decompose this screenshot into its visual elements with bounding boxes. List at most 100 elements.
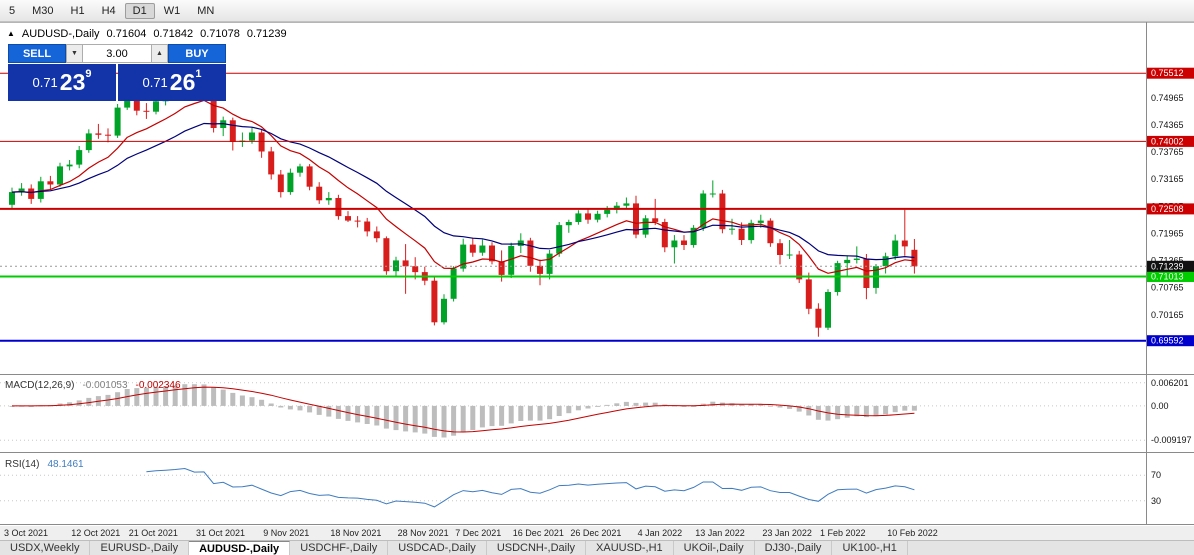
macd-histogram-bar <box>892 405 898 413</box>
symbol-tab-uk100[interactable]: UK100-,H1 <box>832 541 908 555</box>
macd-histogram-bar <box>748 404 754 406</box>
candle-body <box>671 240 678 248</box>
timeframe-button-d1[interactable]: D1 <box>124 2 155 19</box>
macd-histogram-bar <box>316 405 322 415</box>
timeframe-button-h1[interactable]: H1 <box>63 3 93 19</box>
candle-body <box>57 166 63 185</box>
macd-histogram-bar <box>172 385 178 406</box>
candle-body <box>882 256 889 267</box>
macd-histogram-bar <box>902 405 908 411</box>
macd-histogram-bar <box>460 405 466 433</box>
candle-body <box>825 292 831 328</box>
candle-body <box>575 213 582 222</box>
macd-histogram-bar <box>345 405 351 421</box>
symbol-tab-audusd[interactable]: AUDUSD-,Daily <box>189 541 291 555</box>
candle-body <box>66 164 73 167</box>
rsi-tick-label: 30 <box>1151 496 1161 506</box>
symbol-tab-ukoil[interactable]: UKOil-,Daily <box>673 541 755 555</box>
ohlc-open: 0.71604 <box>106 28 147 40</box>
date-label: 3 Oct 2021 <box>4 528 49 538</box>
candle-body <box>210 86 217 128</box>
candle-body <box>345 216 351 221</box>
macd-histogram-bar <box>873 405 879 417</box>
macd-histogram-bar <box>787 405 793 409</box>
macd-signal-line <box>12 386 915 433</box>
date-label: 31 Oct 2021 <box>196 528 246 538</box>
macd-histogram-bar <box>518 405 524 421</box>
indicator-panels[interactable] <box>0 382 1146 508</box>
buy-button[interactable]: BUY <box>168 44 226 63</box>
chart-tab-bar: USDX,Weekly EURUSD-,Daily AUDUSD-,Daily USD… <box>0 540 1194 555</box>
symbol-tab-usdx[interactable]: USDX,Weekly <box>0 541 91 555</box>
timeframe-button-w1[interactable]: W1 <box>156 3 189 19</box>
macd-histogram-bar <box>854 405 860 417</box>
price-tick-label: 0.71965 <box>1151 229 1184 239</box>
candle-body <box>729 228 735 230</box>
macd-histogram-bar <box>297 405 303 411</box>
time-axis[interactable]: 3 Oct 2021 12 Oct 2021 21 Oct 2021 31 Oct 2… <box>0 526 1194 540</box>
macd-histogram-bar <box>700 403 706 406</box>
symbol-tab-eurusd[interactable]: EURUSD-,Daily <box>90 541 190 555</box>
buy-price-pip-digit: 1 <box>195 68 202 80</box>
date-label: 16 Dec 2021 <box>512 528 564 538</box>
price-scale[interactable]: 0.749650.743650.737650.731650.725650.719… <box>1147 22 1194 525</box>
candle-body <box>354 220 361 222</box>
timeframe-button-m30[interactable]: M30 <box>24 3 61 19</box>
symbol-tab-xauusd[interactable]: XAUUSD-,H1 <box>586 541 674 555</box>
symbol-tab-dj30[interactable]: DJ30-,Daily <box>754 541 833 555</box>
candle-body <box>28 188 35 199</box>
date-label: 21 Oct 2021 <box>128 528 178 538</box>
candle-body <box>565 222 572 226</box>
macd-histogram-bar <box>537 405 543 421</box>
collapse-chart-icon[interactable]: ▲ <box>7 29 15 38</box>
macd-histogram-bar <box>547 405 553 420</box>
timeframe-button-5[interactable]: 5 <box>1 3 23 19</box>
chart-canvas[interactable]: 0.749650.743650.737650.731650.725650.719… <box>0 22 1194 526</box>
candle-body <box>777 243 783 255</box>
candle-body <box>709 193 716 195</box>
macd-label: MACD(12,26,9) -0.001053 -0.002346 <box>5 380 181 391</box>
candle-body <box>47 181 54 185</box>
candle-body <box>249 132 255 141</box>
macd-histogram-bar <box>230 392 236 406</box>
timeframe-button-h4[interactable]: H4 <box>94 3 124 19</box>
candle-body <box>815 308 822 328</box>
macd-histogram-bar <box>499 405 505 426</box>
candle-body <box>719 193 726 230</box>
candle-body <box>479 245 486 253</box>
candle-body <box>402 260 409 267</box>
date-label: 26 Dec 2021 <box>570 528 622 538</box>
candle-body <box>373 231 380 239</box>
chart-window: 0.749650.743650.737650.731650.725650.719… <box>0 22 1194 540</box>
sell-price-display[interactable]: 0.71 23 9 <box>8 64 116 101</box>
symbol-tab-usdcad[interactable]: USDCAD-,Daily <box>388 541 487 555</box>
candle-body <box>844 259 851 264</box>
price-badge-label: 0.72508 <box>1151 204 1184 214</box>
candle-body <box>863 258 870 288</box>
volume-increase-button[interactable]: ▲ <box>151 44 168 63</box>
symbol-tab-usdchf[interactable]: USDCHF-,Daily <box>290 541 389 555</box>
candle-body <box>652 218 659 222</box>
candle-body <box>613 205 620 210</box>
buy-price-display[interactable]: 0.71 26 1 <box>118 64 226 101</box>
timeframe-button-mn[interactable]: MN <box>189 3 222 19</box>
volume-decrease-button[interactable]: ▼ <box>66 44 83 63</box>
macd-histogram-bar <box>527 405 533 421</box>
candle-body <box>9 192 15 205</box>
candle-body <box>297 166 303 173</box>
one-click-trade-panel: SELL ▼ ▲ BUY 0.71 23 9 0.71 26 1 <box>8 44 226 101</box>
candle-body <box>469 244 476 253</box>
ma-slow-line <box>11 122 915 261</box>
ohlc-close: 0.71239 <box>246 28 287 40</box>
volume-input[interactable] <box>83 44 151 63</box>
candle-body <box>498 261 505 275</box>
macd-histogram-bar <box>566 405 572 414</box>
macd-histogram-bar <box>489 405 495 427</box>
main-price-panel[interactable] <box>0 71 1146 342</box>
macd-histogram-bar <box>623 401 629 406</box>
sell-button[interactable]: SELL <box>8 44 66 63</box>
date-label: 10 Feb 2022 <box>887 528 938 538</box>
macd-histogram-bar <box>86 397 92 406</box>
macd-histogram-bar <box>451 405 457 436</box>
symbol-tab-usdcnh[interactable]: USDCNH-,Daily <box>486 541 587 555</box>
